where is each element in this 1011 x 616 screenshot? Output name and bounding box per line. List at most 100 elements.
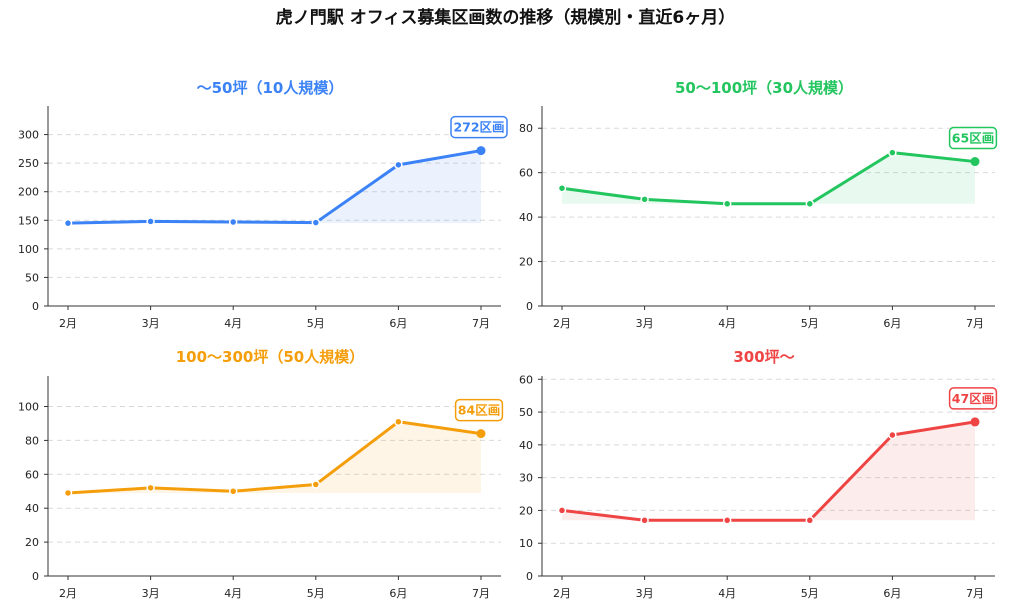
main-title: 虎ノ門駅 オフィス募集区画数の推移（規模別・直近6ヶ月） — [275, 8, 736, 28]
annotation-label: 84区画 — [458, 403, 500, 418]
annotation-label: 272区画 — [453, 120, 504, 135]
data-point — [63, 488, 73, 498]
y-tick-label: 50 — [519, 406, 533, 419]
series-area — [68, 150, 481, 224]
y-tick-label: 150 — [18, 214, 39, 227]
chart-panel-4: 300坪～ 0 10 20 30 40 50 60 2月 3月 4月 5月 6月 7月 47区画 — [519, 348, 998, 600]
x-tick-label: 7月 — [472, 317, 490, 330]
x-tick-label: 4月 — [718, 587, 736, 600]
chart-panel-1: ～50坪（10人規模） 0 50 100 150 200 250 300 2月 3月 4月 5月 6月 7… — [18, 79, 508, 330]
y-tick-label: 100 — [18, 243, 39, 256]
y-tick-label: 100 — [18, 401, 39, 414]
y-tick-label: 300 — [18, 129, 39, 142]
series-area — [562, 152, 975, 204]
x-tick-label: 2月 — [59, 317, 77, 330]
data-point — [640, 516, 649, 525]
data-point — [311, 218, 321, 227]
data-point — [63, 218, 73, 228]
series-line — [66, 149, 483, 225]
x-tick-label: 2月 — [553, 587, 571, 600]
x-tick-label: 3月 — [636, 317, 654, 330]
y-tick-label: 40 — [519, 211, 533, 224]
annotation-box — [450, 115, 508, 139]
y-tick-label: 60 — [519, 167, 533, 180]
data-point — [640, 195, 649, 204]
series-line — [66, 420, 483, 495]
x-tick-label: 5月 — [801, 317, 819, 330]
chart-panel-3: 100～300坪（50人規模） 0 20 40 60 80 100 2月 3月 4月 5月 6月 7月 8… — [18, 348, 504, 600]
data-point — [557, 506, 567, 515]
x-tick-label: 5月 — [801, 587, 819, 600]
series-area — [68, 421, 481, 493]
data-point — [228, 217, 238, 227]
y-tick-label: 20 — [25, 536, 39, 549]
data-point — [228, 487, 238, 496]
x-tick-label: 4月 — [224, 587, 242, 600]
x-tick-label: 7月 — [472, 587, 490, 600]
annotation-box — [948, 387, 998, 410]
y-tick-label: 0 — [32, 570, 39, 583]
x-tick-label: 7月 — [966, 317, 984, 330]
x-tick-label: 4月 — [718, 317, 736, 330]
y-tick-label: 200 — [18, 186, 39, 199]
annotation-label: 65区画 — [952, 131, 994, 146]
y-tick-label: 0 — [526, 570, 533, 583]
y-tick-label: 60 — [519, 373, 533, 386]
y-tick-label: 0 — [32, 300, 39, 313]
chart-panel-2: 50～100坪（30人規模） 0 20 40 60 80 2月 3月 4月 5月 6月 7月 65区画 — [519, 79, 998, 330]
data-point — [476, 146, 486, 156]
x-tick-label: 2月 — [553, 317, 571, 330]
x-tick-label: 6月 — [389, 317, 407, 330]
data-point — [311, 480, 321, 489]
x-tick-label: 2月 — [59, 587, 77, 600]
x-tick-label: 5月 — [307, 317, 325, 330]
annotation-box — [454, 398, 504, 422]
x-tick-label: 6月 — [389, 587, 407, 600]
y-tick-label: 0 — [526, 300, 533, 313]
data-point — [805, 516, 815, 525]
series-area — [562, 421, 975, 521]
y-tick-label: 40 — [519, 439, 533, 452]
data-point — [970, 417, 980, 427]
panel-title: 300坪～ — [733, 348, 794, 366]
y-tick-label: 20 — [519, 256, 533, 269]
data-point — [805, 199, 815, 209]
y-tick-label: 10 — [519, 537, 533, 550]
y-tick-label: 80 — [25, 434, 39, 447]
panel-title: 50～100坪（30人規模） — [675, 79, 853, 97]
series-line — [560, 420, 977, 522]
panel-title: ～50坪（10人規模） — [197, 79, 344, 97]
x-tick-label: 3月 — [636, 587, 654, 600]
annotation-label: 47区画 — [952, 391, 994, 406]
data-point — [970, 157, 980, 167]
series-line — [560, 151, 977, 206]
data-point — [146, 217, 155, 226]
y-tick-label: 20 — [519, 504, 533, 517]
y-tick-label: 40 — [25, 502, 39, 515]
y-tick-label: 250 — [18, 157, 39, 170]
data-point — [476, 429, 486, 439]
x-tick-label: 3月 — [142, 587, 160, 600]
data-point — [888, 430, 897, 440]
data-point — [394, 160, 403, 170]
data-point — [722, 199, 732, 209]
data-point — [722, 516, 732, 525]
x-tick-label: 5月 — [307, 587, 325, 600]
data-point — [557, 183, 567, 193]
x-tick-label: 7月 — [966, 587, 984, 600]
y-tick-label: 30 — [519, 472, 533, 485]
data-point — [394, 417, 403, 427]
y-tick-label: 60 — [25, 468, 39, 481]
x-tick-label: 4月 — [224, 317, 242, 330]
data-point — [146, 483, 155, 493]
x-tick-label: 3月 — [142, 317, 160, 330]
panel-title: 100～300坪（50人規模） — [176, 348, 365, 366]
y-tick-label: 80 — [519, 122, 533, 135]
x-tick-label: 6月 — [883, 317, 901, 330]
y-tick-label: 50 — [25, 271, 39, 284]
annotation-box — [948, 126, 998, 150]
data-point — [888, 148, 897, 157]
x-tick-label: 6月 — [883, 587, 901, 600]
